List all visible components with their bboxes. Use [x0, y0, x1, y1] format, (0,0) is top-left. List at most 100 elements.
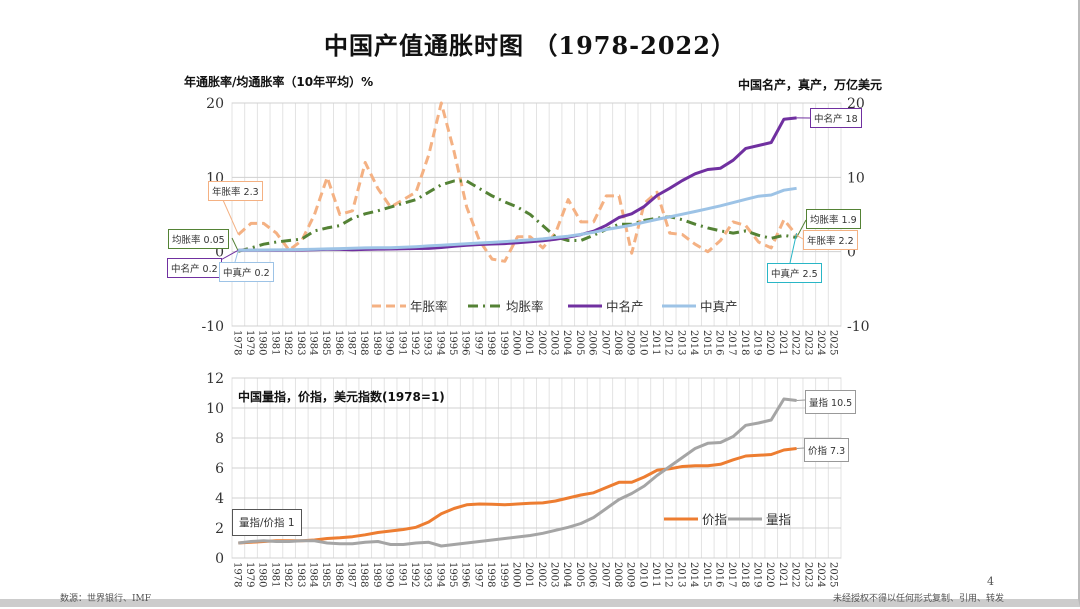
y-tick-label-left: 0 — [215, 551, 224, 567]
y-tick-label-left: 10 — [206, 401, 224, 417]
x-tick-label: 2018 — [739, 330, 750, 355]
legend-label: 中真产 — [700, 299, 738, 314]
x-tick-label: 2020 — [764, 562, 775, 587]
x-tick-label: 1986 — [333, 562, 344, 587]
x-tick-label: 2009 — [625, 330, 636, 355]
y-tick-label-left: 20 — [206, 96, 224, 112]
x-tick-label: 1991 — [396, 330, 407, 355]
x-tick-label: 1999 — [498, 562, 509, 587]
callout-avg-start: 均胀率 0.05 — [168, 229, 229, 249]
callout-leader-line — [222, 199, 239, 235]
callout-leader-line — [796, 234, 804, 240]
legend-label: 量指 — [766, 512, 791, 527]
x-tick-label: 2021 — [777, 562, 788, 587]
x-tick-label: 1979 — [244, 330, 255, 355]
callout-leader-line — [796, 219, 807, 238]
x-tick-label: 1981 — [269, 330, 280, 355]
x-tick-label: 1987 — [346, 330, 357, 355]
x-tick-label: 2010 — [637, 562, 648, 587]
x-tick-label: 2012 — [663, 562, 674, 587]
x-tick-label: 2006 — [587, 330, 598, 355]
x-tick-label: 2023 — [802, 562, 813, 587]
x-tick-label: 2016 — [713, 562, 724, 587]
y-tick-label-left: 2 — [215, 521, 224, 537]
x-tick-label: 1985 — [320, 330, 331, 355]
x-tick-label: 1990 — [384, 330, 395, 355]
x-tick-label: 1978 — [231, 330, 242, 355]
y-tick-label-left: 4 — [215, 491, 224, 507]
callout-annual-start: 年胀率 2.3 — [208, 181, 263, 201]
series-line-量指 — [238, 397, 797, 548]
y-tick-label-left: 12 — [206, 371, 224, 387]
x-tick-label: 2007 — [599, 330, 610, 355]
right-axis-title: 中国名产，真产，万亿美元 — [737, 78, 882, 92]
x-tick-label: 2013 — [675, 562, 686, 587]
series-line-年胀率 — [237, 101, 798, 263]
x-tick-label: 2015 — [701, 330, 712, 355]
x-tick-label: 2004 — [561, 330, 572, 355]
x-tick-label: 2007 — [599, 562, 610, 587]
callout-leader-line — [796, 447, 805, 449]
series-line-中真产 — [238, 186, 797, 252]
x-tick-label: 1997 — [472, 330, 483, 355]
x-tick-label: 2001 — [523, 330, 534, 355]
x-tick-label: 1989 — [371, 330, 382, 355]
callout-ratio-start: 量指/价指 1 — [232, 509, 302, 536]
left-axis-title: 年通胀率/均通胀率（10年平均）% — [184, 75, 374, 89]
x-tick-label: 2008 — [612, 562, 623, 587]
x-tick-label: 1980 — [257, 562, 268, 587]
y-tick-label-left: 6 — [215, 461, 224, 477]
x-tick-label: 1990 — [384, 562, 395, 587]
callout-real-end: 中真产 2.5 — [767, 263, 822, 283]
x-tick-label: 2019 — [752, 562, 763, 587]
x-tick-label: 2020 — [764, 330, 775, 355]
callout-leader-line — [234, 250, 239, 263]
x-tick-label: 2022 — [790, 562, 801, 587]
x-tick-label: 2011 — [650, 330, 661, 355]
x-tick-label: 2004 — [561, 562, 572, 587]
callout-volume-end: 量指 10.5 — [805, 390, 857, 414]
y-tick-label-left: -10 — [201, 319, 224, 335]
x-tick-label: 2002 — [536, 330, 547, 355]
callout-avg-end: 均胀率 1.9 — [806, 209, 861, 229]
series-line-价指 — [238, 447, 797, 545]
x-tick-label: 2017 — [726, 330, 737, 355]
copyright-note: 未经授权不得以任何形式复制、引用、转发 — [833, 594, 1005, 604]
x-tick-label: 1993 — [422, 330, 433, 355]
x-tick-label: 1986 — [333, 330, 344, 355]
x-tick-label: 1985 — [320, 562, 331, 587]
callout-real-start: 中真产 0.2 — [219, 262, 274, 282]
x-tick-label: 2006 — [587, 562, 598, 587]
x-tick-label: 1979 — [244, 562, 255, 587]
series-line-均胀率 — [237, 179, 797, 253]
x-tick-label: 1983 — [295, 330, 306, 355]
x-tick-label: 2023 — [802, 330, 813, 355]
page-title: 中国产值通胀时图 （1978-2022） — [324, 31, 736, 60]
x-tick-label: 1989 — [371, 562, 382, 587]
x-tick-label: 1992 — [409, 562, 420, 587]
x-tick-label: 2001 — [523, 562, 534, 587]
x-tick-label: 2024 — [815, 330, 826, 355]
x-tick-label: 2009 — [625, 562, 636, 587]
x-tick-label: 2024 — [815, 562, 826, 587]
source-note: 数源：世界银行、IMF — [60, 594, 152, 604]
x-tick-label: 2025 — [828, 562, 839, 587]
y-tick-label-right: 0 — [847, 245, 856, 261]
bottom-chart-title: 中国量指，价指，美元指数(1978=1) — [238, 390, 445, 404]
x-tick-label: 1992 — [409, 330, 420, 355]
legend-label: 均胀率 — [506, 299, 544, 314]
x-tick-label: 1998 — [485, 562, 496, 587]
x-tick-label: 2015 — [701, 562, 712, 587]
x-tick-label: 1978 — [231, 562, 242, 587]
x-tick-label: 2012 — [663, 330, 674, 355]
y-tick-label-left: 0 — [215, 245, 224, 261]
x-tick-label: 1998 — [485, 330, 496, 355]
x-tick-label: 1980 — [257, 330, 268, 355]
x-tick-label: 2022 — [790, 330, 801, 355]
x-tick-label: 1987 — [346, 562, 357, 587]
legend-label: 年胀率 — [410, 299, 448, 314]
x-tick-label: 1995 — [447, 562, 458, 587]
x-tick-label: 2016 — [713, 330, 724, 355]
x-tick-label: 1982 — [282, 330, 293, 355]
